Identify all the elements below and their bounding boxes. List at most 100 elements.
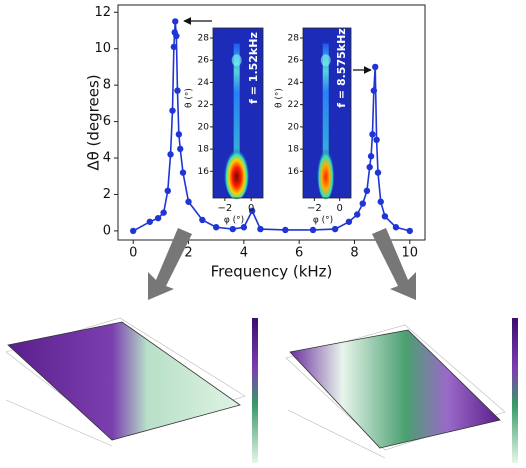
data-point xyxy=(130,227,137,235)
inset-y-tick-label: 24 xyxy=(288,78,300,88)
data-point xyxy=(331,225,339,233)
x-tick-label: 8 xyxy=(350,246,358,261)
colorbar xyxy=(252,318,258,463)
arrow-down-left xyxy=(148,228,192,300)
inset-y-tick-label: 22 xyxy=(288,100,299,110)
x-axis-label: Frequency (kHz) xyxy=(211,263,333,281)
data-point xyxy=(309,226,317,234)
y-tick-label: 6 xyxy=(103,114,111,129)
data-point xyxy=(406,227,413,235)
y-tick-label: 8 xyxy=(103,78,111,93)
data-point xyxy=(174,87,181,94)
heatmap-streak xyxy=(233,43,240,183)
y-tick-label: 2 xyxy=(103,187,111,202)
data-point xyxy=(172,18,179,25)
inset-y-tick-label: 26 xyxy=(288,56,300,66)
data-point xyxy=(146,218,154,225)
data-point xyxy=(179,169,187,176)
data-point xyxy=(370,87,378,94)
x-tick-label: 4 xyxy=(240,246,248,261)
data-point xyxy=(257,225,264,233)
data-point xyxy=(170,43,178,51)
data-point xyxy=(173,32,180,40)
data-point xyxy=(248,207,256,215)
inset-y-tick-label: 16 xyxy=(288,167,300,177)
heatmap-streak xyxy=(322,43,329,183)
data-point xyxy=(359,200,366,207)
inset-x-tick-label: 0 xyxy=(336,203,342,214)
data-point xyxy=(374,169,382,176)
inset-x-label: φ (°) xyxy=(313,216,333,226)
inset-annotation: f = 1.52kHz xyxy=(247,32,260,104)
inset-y-tick-label: 22 xyxy=(198,100,209,110)
inset-x-label: φ (°) xyxy=(224,216,244,226)
data-point xyxy=(212,224,220,231)
inset-frame xyxy=(212,27,264,199)
data-point xyxy=(354,211,361,218)
inset: 16 18 20 22 24 26 28 −2 0 θ (°) φ (°) f = 8.575kHz xyxy=(275,27,352,226)
y-tick-label: 0 xyxy=(103,223,111,238)
data-point xyxy=(369,131,376,138)
inset-y-tick-label: 16 xyxy=(198,167,210,177)
y-axis-label: Δθ (degrees) xyxy=(85,74,103,170)
simulation-right xyxy=(285,318,518,463)
data-point xyxy=(229,225,236,233)
colorbar xyxy=(512,318,518,463)
heatmap-glow xyxy=(231,54,242,67)
data-point xyxy=(185,198,192,205)
y-tick-label: 4 xyxy=(103,151,111,166)
inset-y-tick-label: 20 xyxy=(198,122,210,132)
inset-y-tick-label: 20 xyxy=(288,122,300,132)
data-point xyxy=(367,153,375,160)
plate xyxy=(7,321,241,441)
inset-annotation: f = 8.575kHz xyxy=(335,28,348,107)
data-point xyxy=(169,107,176,114)
heatmap-glow xyxy=(320,54,331,67)
x-tick-label: 2 xyxy=(184,246,192,261)
heatmap-hotspot xyxy=(316,143,335,200)
inset-y-tick-label: 18 xyxy=(288,145,300,155)
simulation-left xyxy=(2,296,264,466)
data-point xyxy=(377,198,384,205)
inset-x-tick-label: −2 xyxy=(307,203,322,214)
inset-y-tick-label: 28 xyxy=(198,34,210,44)
wireframe xyxy=(287,409,386,459)
inset-y-label: θ (°) xyxy=(275,88,285,108)
x-tick-label: 0 xyxy=(129,246,137,261)
data-point xyxy=(167,151,174,158)
data-point xyxy=(154,214,162,222)
inset-x-tick-label: −2 xyxy=(217,203,232,214)
data-point xyxy=(240,224,248,231)
data-point xyxy=(199,216,206,224)
inset-y-tick-label: 18 xyxy=(198,145,210,155)
data-point xyxy=(363,187,371,195)
y-tick-label: 10 xyxy=(94,41,111,56)
data-line xyxy=(132,21,410,232)
data-point xyxy=(373,136,380,144)
inset: 16 18 20 22 24 26 28 −2 0 θ (°) φ (°) f = 1.52kHz xyxy=(185,27,264,226)
data-point xyxy=(345,218,353,225)
y-tick-label: 12 xyxy=(94,5,111,20)
inset-y-tick-label: 28 xyxy=(288,34,300,44)
data-point xyxy=(372,63,379,71)
data-point xyxy=(177,145,184,153)
data-point xyxy=(381,213,389,220)
inset-y-tick-label: 24 xyxy=(198,78,210,88)
x-tick-label: 6 xyxy=(295,246,303,261)
data-point xyxy=(366,163,373,171)
data-point xyxy=(160,209,167,216)
plot-frame xyxy=(117,4,426,241)
data-point xyxy=(164,187,171,195)
x-tick-label: 10 xyxy=(402,246,419,261)
data-point xyxy=(392,224,400,231)
arrow-down-right xyxy=(372,228,416,300)
wireframe xyxy=(285,324,506,451)
inset-y-label: θ (°) xyxy=(185,88,195,108)
data-point xyxy=(282,226,289,234)
inset-y-tick-label: 26 xyxy=(198,56,210,66)
inset-frame xyxy=(302,27,352,199)
inset-x-tick-label: 0 xyxy=(248,203,254,214)
plate xyxy=(289,329,501,449)
